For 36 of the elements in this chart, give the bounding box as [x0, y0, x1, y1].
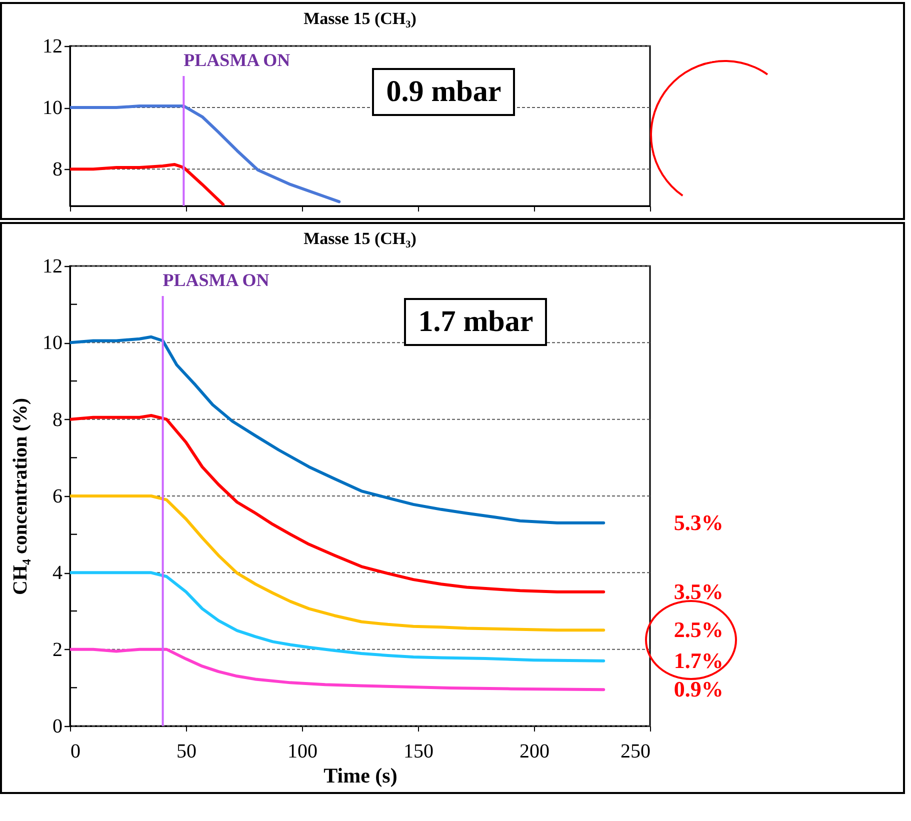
y-tick-label: 2: [52, 638, 62, 661]
y-tick-label: 10: [42, 332, 62, 354]
x-tick-label: 50: [176, 740, 196, 762]
x-tick-label: 200: [520, 740, 550, 762]
line-series: [70, 162, 225, 206]
x-axis-title: Time (s): [324, 764, 398, 788]
x-tick-label: 0: [70, 740, 80, 762]
line-series: [70, 104, 341, 204]
text: 1.7%: [674, 648, 724, 673]
line-series: [70, 335, 606, 524]
y-tick-label: 6: [52, 486, 62, 508]
y-tick-label: 12: [42, 256, 62, 278]
y-tick-label: 0: [52, 716, 62, 738]
annotation: 0.9 mbar: [372, 68, 516, 116]
x-tick-label: 150: [404, 740, 434, 762]
line-series: [70, 648, 606, 692]
x-tick-label: 250: [620, 740, 650, 762]
y-tick-label: 10: [42, 97, 62, 120]
line-series: [70, 414, 606, 594]
text: 0.9%: [674, 676, 724, 702]
text: 2.5%: [674, 617, 724, 642]
text: 5.3%: [674, 510, 724, 535]
ref-line-label: PLASMA ON: [184, 50, 290, 70]
y-tick-label: 12: [42, 36, 62, 58]
text: 3.5%: [674, 578, 724, 604]
line-series: [70, 571, 606, 662]
y-axis-title: CH₄ concentration (%): [10, 398, 32, 596]
y-tick-label: 4: [52, 562, 62, 584]
y-tick-label: 8: [52, 408, 62, 431]
line-series: [70, 494, 606, 632]
chart-title: Masse 15 (CH₃): [304, 9, 416, 28]
annotation: 1.7 mbar: [404, 298, 548, 346]
y-tick-label: 8: [52, 158, 62, 181]
chart-title: Masse 15 (CH₃): [304, 229, 416, 248]
ref-line-label: PLASMA ON: [162, 270, 270, 290]
x-tick-label: 100: [288, 740, 318, 762]
